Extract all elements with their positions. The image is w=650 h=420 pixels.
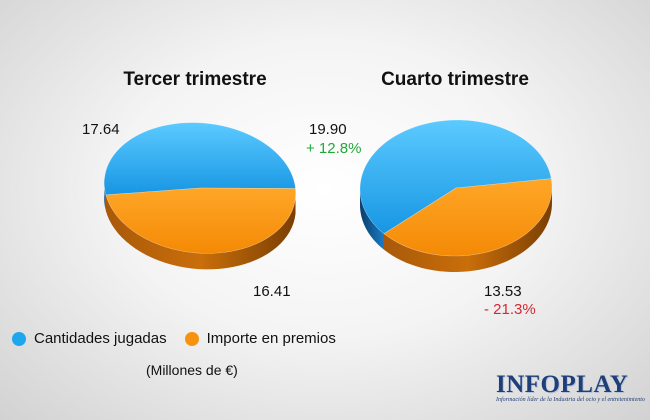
pie-slice-premios (105, 187, 297, 254)
slice-side-premios (105, 194, 296, 270)
legend-label: Importe en premios (206, 330, 336, 347)
infoplay-logo: INFOPLAY Información líder de la Industr… (496, 371, 645, 404)
pie-chart-cuarto-trimestre: Cuarto trimestre 19.90 + 12.8% 13.53 - 2… (306, 69, 553, 318)
legend: Cantidades jugadas Importe en premios (12, 330, 354, 347)
pie-slice-cantidades (103, 122, 296, 196)
pie-slice-premios (383, 178, 553, 257)
legend-item-cantidades: Cantidades jugadas (12, 330, 167, 347)
pie-slice-cantidades (359, 119, 552, 235)
chart-title: Cuarto trimestre (381, 69, 529, 90)
change-label-premios: - 21.3% (484, 301, 536, 318)
logo-wordmark: INFOPLAY (496, 371, 629, 398)
legend-label: Cantidades jugadas (34, 330, 167, 347)
change-label-cantidades: + 12.8% (306, 140, 361, 157)
pie-chart-tercer-trimestre: Tercer trimestre 17.64 16.41 (82, 69, 297, 300)
data-label-cantidades: 17.64 (82, 121, 120, 138)
chart-title: Tercer trimestre (123, 69, 266, 90)
slice-side-premios (384, 186, 552, 272)
data-label-premios: 13.53 (484, 283, 522, 300)
pie-0-slices (103, 122, 297, 270)
units-note: (Millones de €) (146, 362, 238, 378)
data-label-cantidades: 19.90 (309, 121, 347, 138)
pie-1-slices (359, 119, 553, 272)
slice-side-cantidades (104, 178, 106, 211)
legend-swatch-orange (184, 331, 199, 346)
slice-side-cantidades (360, 189, 385, 250)
legend-swatch-blue (12, 331, 26, 346)
data-label-premios: 16.41 (253, 283, 291, 300)
logo-tagline: Información líder de la Industria del oc… (496, 397, 645, 403)
legend-item-premios: Importe en premios (184, 330, 336, 347)
